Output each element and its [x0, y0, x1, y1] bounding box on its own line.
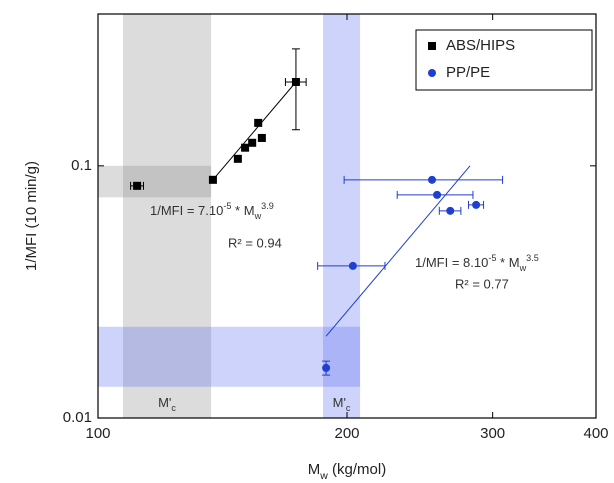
point [472, 200, 481, 209]
legend-label: ABS/HIPS [446, 37, 515, 54]
legend-marker [428, 42, 436, 50]
text-part: w [254, 211, 262, 221]
legend-label: PP/PE [446, 64, 490, 81]
point [446, 206, 455, 215]
fit-equation: 1/MFI = 7.10-5 * Mw3.9 [150, 201, 274, 221]
fit-r2: R² = 0.77 [455, 276, 509, 291]
point [291, 77, 300, 86]
text-part: -5 [223, 201, 231, 211]
text-part: w [519, 263, 527, 273]
point [433, 190, 442, 199]
x-tick-label: 400 [583, 425, 608, 442]
x-tick-label: 100 [85, 425, 110, 442]
point [208, 175, 217, 184]
text-part: c [346, 403, 351, 413]
text-part: M' [333, 395, 346, 410]
band [98, 326, 361, 387]
text-part: 3.9 [261, 201, 274, 211]
text-part: (kg/mol) [328, 461, 386, 478]
band-label: M'c [158, 395, 176, 413]
text-part: 1/MFI = 8.10 [415, 255, 488, 270]
y-tick-label: 0.01 [63, 409, 92, 426]
text-part: 3.5 [526, 253, 539, 263]
text-part: M [308, 461, 321, 478]
point [322, 363, 331, 372]
point [248, 138, 257, 147]
band-label: M'c [333, 395, 351, 413]
legend-box [415, 29, 593, 91]
fit-equation: 1/MFI = 8.10-5 * Mw3.5 [415, 253, 539, 273]
y-axis-label: 1/MFI (10 min/g) [23, 161, 40, 271]
point [133, 181, 142, 190]
band [122, 14, 212, 418]
legend-marker [428, 69, 436, 77]
point [428, 175, 437, 184]
text-part: * M [231, 203, 254, 218]
x-error-bar [343, 175, 504, 184]
band [323, 14, 361, 418]
y-error-bar [291, 48, 300, 131]
band [98, 165, 212, 198]
point [348, 261, 357, 270]
fit-line [325, 165, 471, 337]
text-part: c [171, 403, 176, 413]
text-part: w [319, 470, 328, 482]
fit-r2: R² = 0.94 [228, 235, 282, 250]
text-part: * M [496, 255, 519, 270]
point [257, 133, 266, 142]
x-axis-label: Mw (kg/mol) [308, 461, 386, 482]
text-part: -5 [488, 253, 496, 263]
text-part: 1/MFI = 7.10 [150, 203, 223, 218]
x-tick-label: 200 [334, 425, 359, 442]
fit-line [212, 81, 297, 181]
text-part: M' [158, 395, 171, 410]
x-tick-label: 300 [480, 425, 505, 442]
point [241, 143, 250, 152]
point [254, 118, 263, 127]
point [233, 154, 242, 163]
y-tick-label: 0.1 [71, 157, 92, 174]
